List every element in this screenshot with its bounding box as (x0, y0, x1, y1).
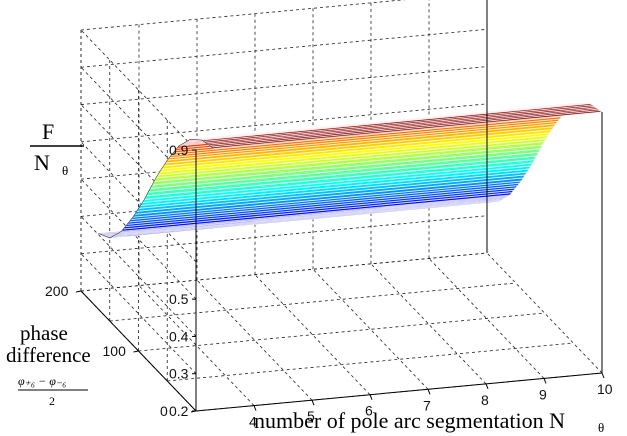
grid-line (80, 140, 488, 180)
surface (98, 102, 604, 239)
z-label-denominator: N (34, 150, 50, 175)
grid-line (80, 253, 197, 374)
x-tick-mark (485, 383, 489, 390)
y-tick-label: 100 (103, 343, 127, 359)
grid-line (486, 252, 603, 374)
y-tick-label: 200 (45, 283, 69, 299)
grid-line (370, 263, 487, 385)
x-tick-mark (311, 399, 315, 406)
y-label-fraction-denominator: 2 (49, 394, 55, 408)
x-tick-label: 6 (365, 403, 373, 419)
x-tick-label: 4 (249, 414, 257, 430)
z-tick-label: 0.2 (169, 403, 189, 419)
z-tick-label: 0.5 (169, 291, 189, 307)
grid-line (80, 29, 197, 151)
x-label-subscript: θ (598, 420, 604, 435)
grid-line (80, 178, 197, 300)
z-tick-label: 0.9 (169, 142, 189, 158)
grid-line (138, 285, 255, 406)
x-tick-mark (601, 372, 605, 379)
grid-line (109, 282, 516, 322)
z-tick-label: 0.4 (169, 328, 189, 344)
grid-line (80, 141, 197, 263)
grid-line (428, 258, 545, 379)
y-tick-mark (75, 290, 82, 293)
grid-line (254, 274, 371, 395)
x-tick-mark (427, 389, 431, 395)
z-axis-label: F N θ (30, 119, 84, 178)
x-label-text: number of pole arc segmentation N (254, 408, 565, 433)
z-tick-label: 0.3 (169, 366, 189, 382)
grid-line (167, 342, 574, 382)
x-tick-label: 8 (481, 392, 489, 408)
grid-line (80, 66, 488, 105)
x-tick-mark (369, 394, 373, 400)
grid-line (80, 103, 488, 143)
grid-line (80, 28, 488, 68)
z-label-subscript: θ (62, 163, 68, 178)
x-tick-label: 5 (307, 408, 315, 424)
grid-line (138, 312, 545, 352)
grid-line (80, 215, 488, 255)
grid-line (80, 104, 197, 225)
x-tick-label: 9 (539, 386, 547, 402)
grid-line (80, 216, 197, 337)
z-label-numerator: F (42, 119, 54, 144)
x-tick-mark (253, 405, 257, 411)
x-tick-label: 7 (423, 397, 431, 413)
grid-line (80, 252, 488, 292)
grid-line (80, 0, 406, 31)
x-axis-label: number of pole arc segmentation N θ (254, 408, 604, 435)
y-label-line2: difference (6, 343, 91, 367)
y-tick-label: 0 (160, 403, 168, 419)
y-axis-label: phase difference φ₊₆ − φ₋₆ 2 (6, 321, 91, 408)
x-tick-mark (543, 378, 547, 384)
axis-line (195, 372, 603, 412)
grid-line (80, 67, 197, 188)
y-label-fraction-numerator: φ₊₆ − φ₋₆ (18, 374, 66, 388)
x-tick-label: 10 (597, 381, 613, 397)
surface-edge (98, 138, 214, 239)
y-tick-mark (133, 350, 139, 353)
y-label-line1: phase (20, 321, 68, 345)
grid-line (312, 269, 429, 390)
grid-line (196, 279, 313, 401)
